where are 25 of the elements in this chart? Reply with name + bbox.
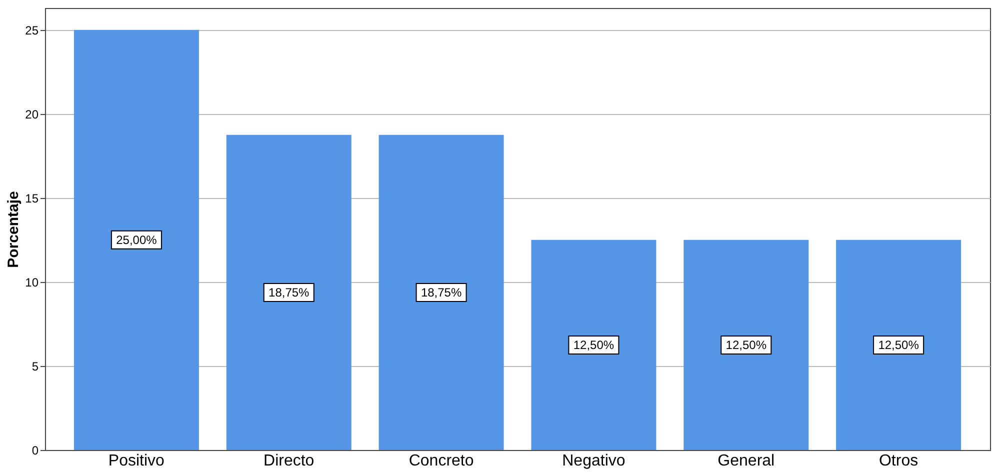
bar <box>531 240 656 450</box>
data-label: 12,50% <box>878 338 920 352</box>
x-tick-label: Concreto <box>408 452 474 470</box>
x-tick-label: Positivo <box>108 452 165 470</box>
x-tick-label: Directo <box>264 452 314 470</box>
data-label: 25,00% <box>116 232 158 247</box>
bar <box>684 240 809 450</box>
x-tick-label: General <box>718 452 775 470</box>
y-tick-label: 20 <box>25 107 39 122</box>
y-tick-label: 15 <box>25 191 39 206</box>
data-label: 18,75% <box>420 285 462 300</box>
y-tick-label: 10 <box>25 275 39 290</box>
y-tick-label: 0 <box>32 444 39 458</box>
data-label: 18,75% <box>268 285 310 300</box>
data-label: 12,50% <box>726 338 767 352</box>
bar <box>226 134 352 450</box>
x-tick-label: Otros <box>878 452 918 470</box>
y-axis-title: Porcentaje <box>5 191 22 268</box>
y-tick-label: 5 <box>32 359 39 374</box>
bar <box>836 240 962 450</box>
y-tick-label: 25 <box>25 23 39 38</box>
bar <box>378 134 504 450</box>
x-tick-label: Negativo <box>562 452 626 470</box>
bar <box>74 30 199 450</box>
data-label: 12,50% <box>573 338 614 352</box>
